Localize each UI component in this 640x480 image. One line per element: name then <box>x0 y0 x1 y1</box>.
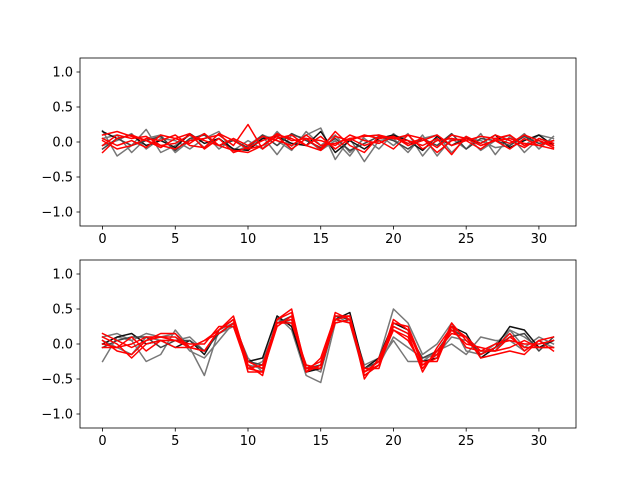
y-tick-label: 0.5 <box>52 101 73 116</box>
y-tick-label: −1.0 <box>41 206 73 221</box>
x-tick-label: 25 <box>458 232 475 247</box>
top-subplot: 0 5 10 15 20 25 30 −1.0 −0.5 0.0 0.5 1.0 <box>41 57 577 247</box>
x-tick-label: 20 <box>385 232 402 247</box>
x-tick-label: 30 <box>531 232 548 247</box>
x-tick-label: 10 <box>240 434 257 449</box>
series-line-6 <box>101 308 555 380</box>
series-group <box>101 123 555 163</box>
x-tick-label: 20 <box>385 434 402 449</box>
x-tick-label: 10 <box>240 232 257 247</box>
x-tick-label: 25 <box>458 434 475 449</box>
bottom-subplot: 0 5 10 15 20 25 30 −1.0 −0.5 0.0 0.5 1.0 <box>41 259 577 449</box>
y-tick-label: 1.0 <box>52 268 73 283</box>
series-line-8 <box>101 130 555 156</box>
y-tick-label: 0.0 <box>52 136 73 151</box>
y-tick-label: 1.0 <box>52 66 73 81</box>
y-tick-label: 0.0 <box>52 338 73 353</box>
x-tick-label: 5 <box>171 434 179 449</box>
y-tick-label: 0.5 <box>52 303 73 318</box>
y-tick-label: −1.0 <box>41 408 73 423</box>
x-tick-label: 0 <box>98 232 106 247</box>
x-tick-label: 5 <box>171 232 179 247</box>
series-line-9 <box>101 134 555 150</box>
x-tick-label: 15 <box>312 232 329 247</box>
y-tick-label: −0.5 <box>41 171 73 186</box>
y-tick-label: −0.5 <box>41 373 73 388</box>
x-tick-label: 0 <box>98 434 106 449</box>
series-line-10 <box>101 315 555 373</box>
series-group <box>101 308 555 384</box>
x-tick-label: 30 <box>531 434 548 449</box>
series-line-10 <box>101 132 555 150</box>
x-tick-label: 15 <box>312 434 329 449</box>
